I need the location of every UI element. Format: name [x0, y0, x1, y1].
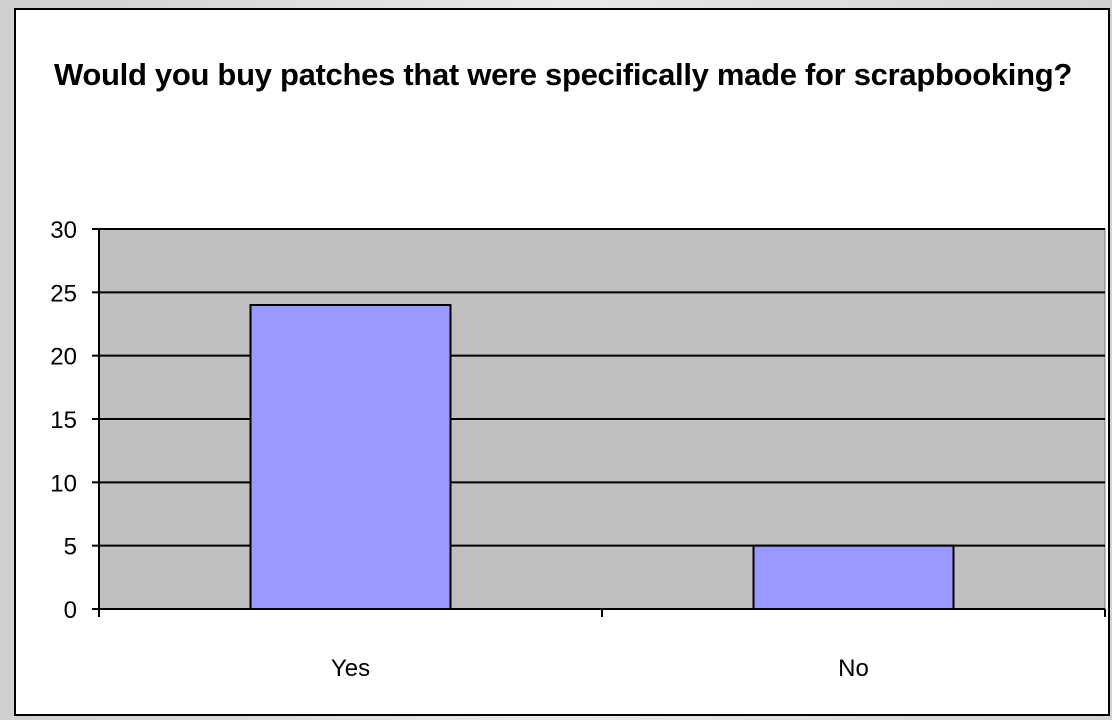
y-tick-label: 0 [64, 597, 77, 624]
bars [249, 304, 955, 611]
y-tick-label: 10 [50, 470, 77, 497]
y-tick-label: 25 [50, 280, 77, 307]
y-tick-label: 15 [50, 407, 77, 434]
bar-yes [249, 304, 452, 610]
y-tick-label: 5 [64, 534, 77, 561]
x-tick-label: No [838, 655, 869, 682]
x-axis-labels: Yes No [331, 655, 869, 682]
y-axis-ticks: 0 5 10 15 20 25 30 [50, 217, 99, 624]
y-tick-label: 30 [50, 217, 77, 244]
x-tick-label: Yes [331, 655, 370, 682]
bar-no [752, 544, 955, 611]
y-tick-label: 20 [50, 344, 77, 371]
chart-title: Would you buy patches that were specific… [53, 57, 1073, 92]
